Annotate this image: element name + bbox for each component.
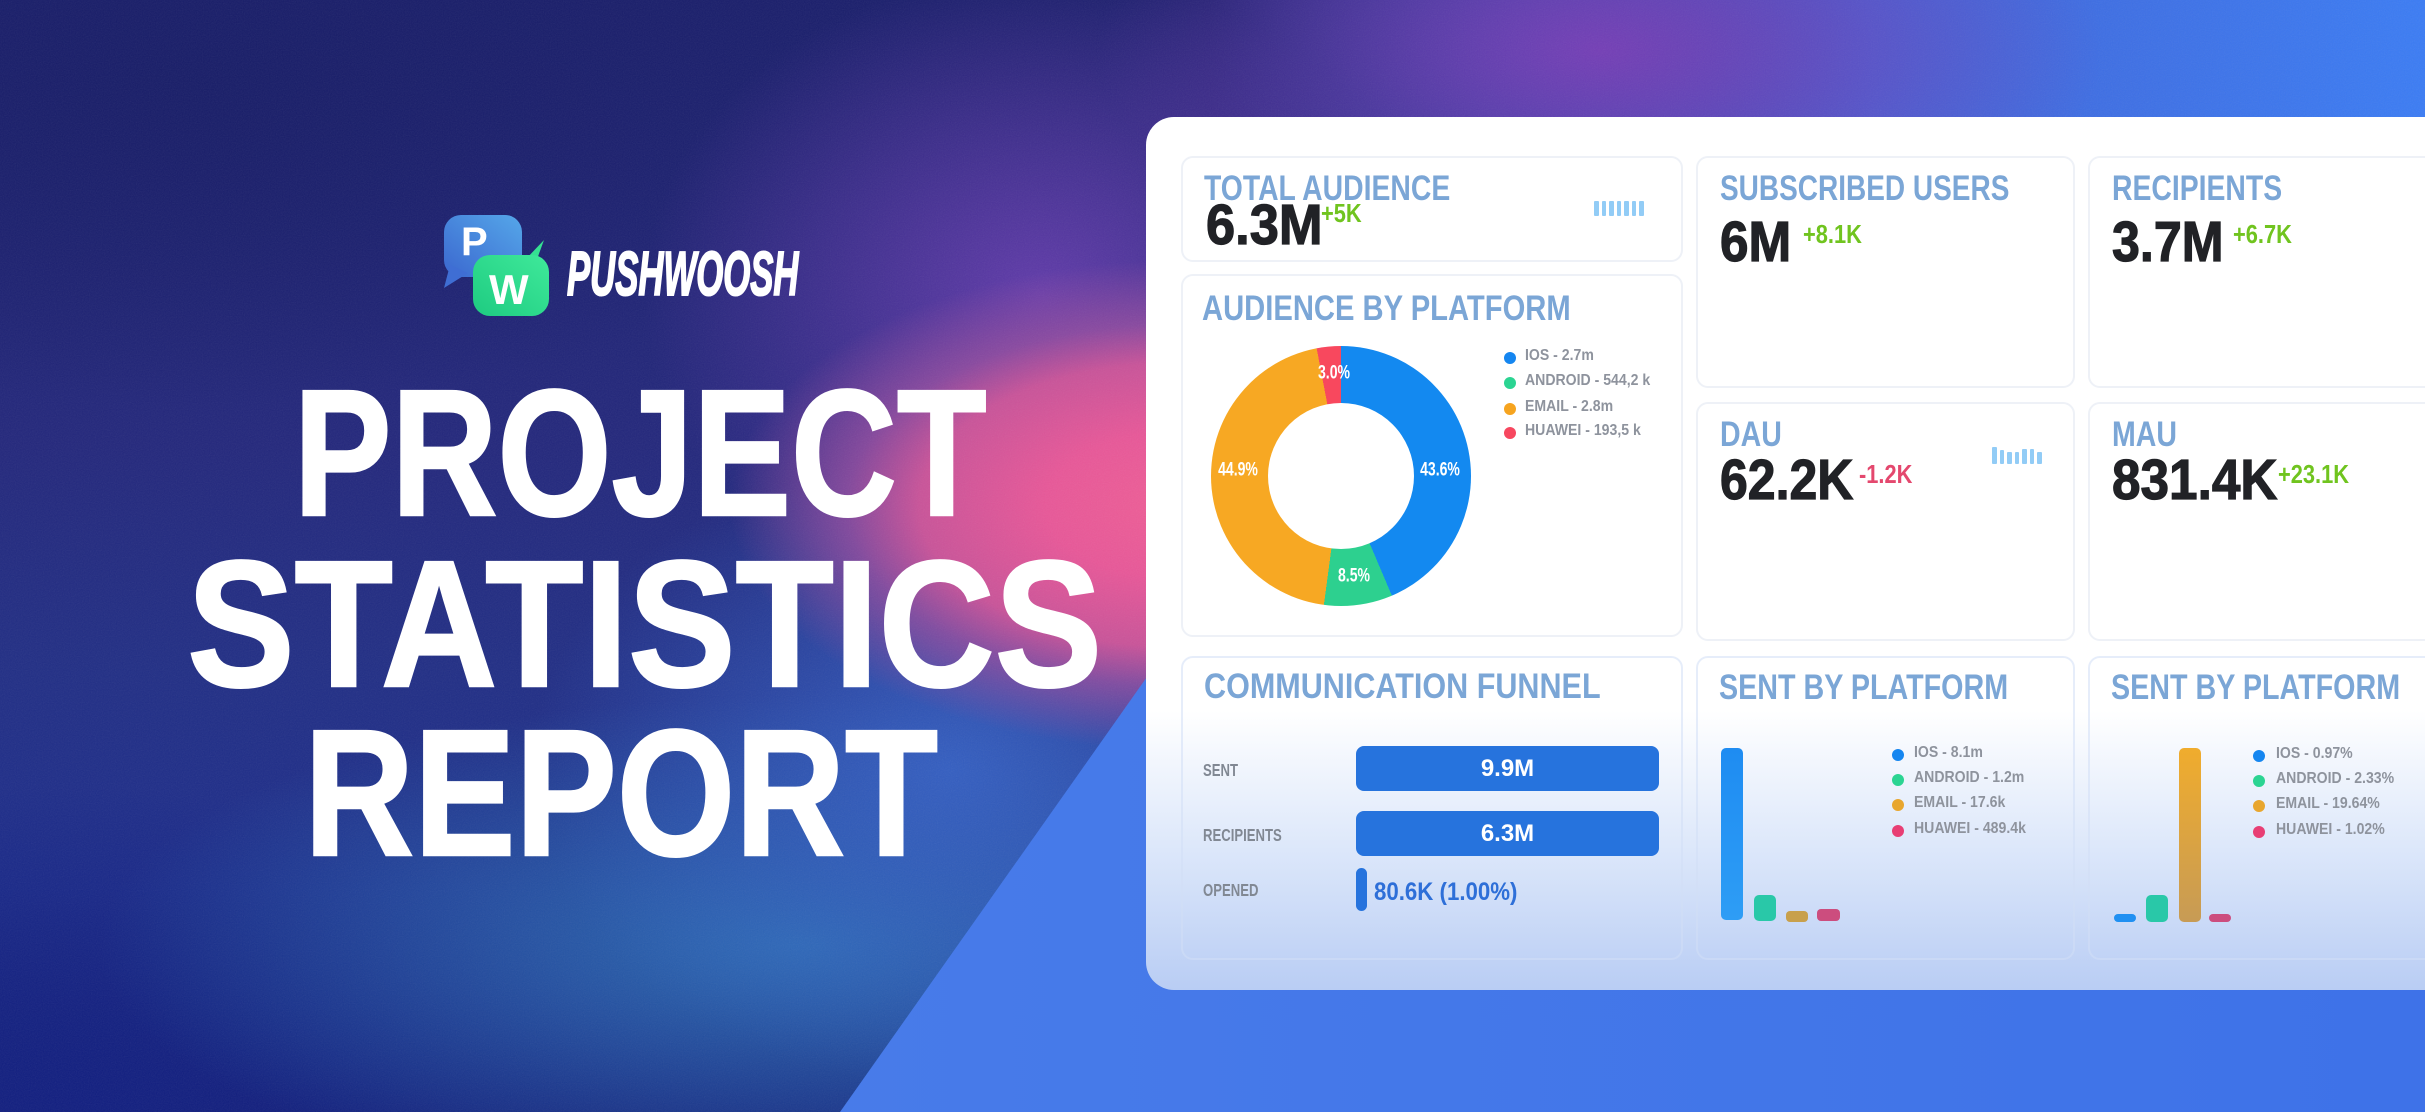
svg-text:W: W <box>489 266 529 313</box>
